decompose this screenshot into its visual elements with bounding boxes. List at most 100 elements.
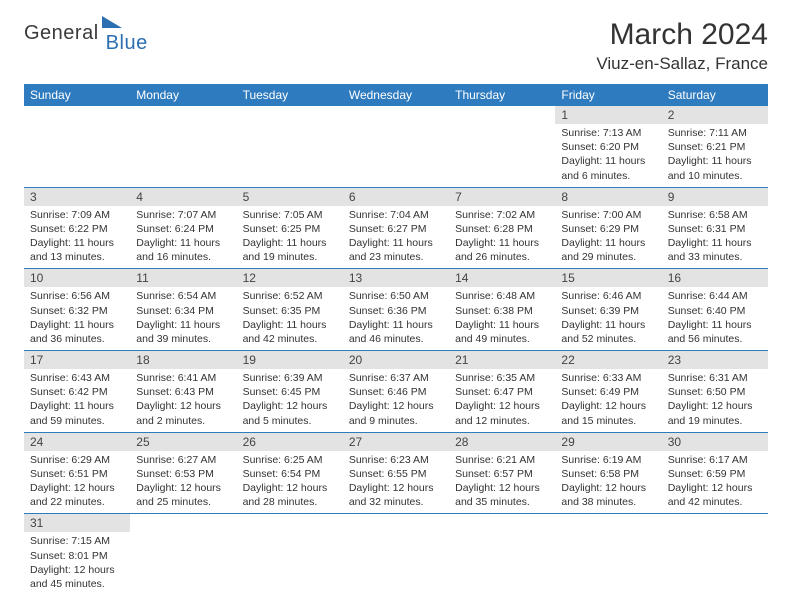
sunset: Sunset: 6:25 PM (243, 222, 337, 236)
daylight-line2: and 22 minutes. (30, 495, 124, 509)
sunrise: Sunrise: 6:48 AM (455, 289, 549, 303)
sunset: Sunset: 6:38 PM (455, 304, 549, 318)
sunrise: Sunrise: 6:19 AM (561, 453, 655, 467)
sunrise: Sunrise: 6:54 AM (136, 289, 230, 303)
sunrise: Sunrise: 7:04 AM (349, 208, 443, 222)
sunset: Sunset: 6:31 PM (668, 222, 762, 236)
sunset: Sunset: 6:24 PM (136, 222, 230, 236)
calendar-row: 31Sunrise: 7:15 AMSunset: 8:01 PMDayligh… (24, 514, 768, 595)
daylight-line2: and 38 minutes. (561, 495, 655, 509)
day-data: Sunrise: 6:19 AMSunset: 6:58 PMDaylight:… (555, 451, 661, 514)
calendar-cell: 11Sunrise: 6:54 AMSunset: 6:34 PMDayligh… (130, 269, 236, 351)
sunrise: Sunrise: 7:15 AM (30, 534, 124, 548)
sunrise: Sunrise: 6:27 AM (136, 453, 230, 467)
daylight-line2: and 49 minutes. (455, 332, 549, 346)
sunrise: Sunrise: 6:58 AM (668, 208, 762, 222)
brand-logo: General Blue (24, 22, 148, 45)
daylight-line1: Daylight: 11 hours (561, 154, 655, 168)
sunrise: Sunrise: 7:11 AM (668, 126, 762, 140)
sunset: Sunset: 6:20 PM (561, 140, 655, 154)
day-number: 24 (24, 433, 130, 451)
day-data: Sunrise: 6:48 AMSunset: 6:38 PMDaylight:… (449, 287, 555, 350)
calendar-cell: 10Sunrise: 6:56 AMSunset: 6:32 PMDayligh… (24, 269, 130, 351)
day-data: Sunrise: 6:43 AMSunset: 6:42 PMDaylight:… (24, 369, 130, 432)
daylight-line1: Daylight: 12 hours (136, 481, 230, 495)
calendar-cell: 22Sunrise: 6:33 AMSunset: 6:49 PMDayligh… (555, 351, 661, 433)
sunset: Sunset: 6:51 PM (30, 467, 124, 481)
calendar-cell-empty (237, 514, 343, 595)
sunset: Sunset: 6:59 PM (668, 467, 762, 481)
day-data: Sunrise: 6:33 AMSunset: 6:49 PMDaylight:… (555, 369, 661, 432)
calendar-cell-empty (130, 514, 236, 595)
daylight-line1: Daylight: 11 hours (30, 399, 124, 413)
sunrise: Sunrise: 7:02 AM (455, 208, 549, 222)
sunset: Sunset: 6:27 PM (349, 222, 443, 236)
calendar-cell-empty (449, 106, 555, 187)
day-data: Sunrise: 6:23 AMSunset: 6:55 PMDaylight:… (343, 451, 449, 514)
calendar-cell: 1Sunrise: 7:13 AMSunset: 6:20 PMDaylight… (555, 106, 661, 187)
day-data: Sunrise: 6:21 AMSunset: 6:57 PMDaylight:… (449, 451, 555, 514)
daylight-line2: and 42 minutes. (243, 332, 337, 346)
calendar-cell: 13Sunrise: 6:50 AMSunset: 6:36 PMDayligh… (343, 269, 449, 351)
sunrise: Sunrise: 6:41 AM (136, 371, 230, 385)
calendar-cell: 18Sunrise: 6:41 AMSunset: 6:43 PMDayligh… (130, 351, 236, 433)
daylight-line2: and 36 minutes. (30, 332, 124, 346)
daylight-line2: and 16 minutes. (136, 250, 230, 264)
daylight-line1: Daylight: 12 hours (455, 481, 549, 495)
daylight-line2: and 52 minutes. (561, 332, 655, 346)
daylight-line2: and 10 minutes. (668, 169, 762, 183)
calendar-cell: 25Sunrise: 6:27 AMSunset: 6:53 PMDayligh… (130, 432, 236, 514)
calendar-cell: 19Sunrise: 6:39 AMSunset: 6:45 PMDayligh… (237, 351, 343, 433)
day-number: 16 (662, 269, 768, 287)
day-data: Sunrise: 6:58 AMSunset: 6:31 PMDaylight:… (662, 206, 768, 269)
day-number: 8 (555, 188, 661, 206)
weekday-header: Wednesday (343, 84, 449, 106)
sunrise: Sunrise: 6:23 AM (349, 453, 443, 467)
day-data: Sunrise: 7:13 AMSunset: 6:20 PMDaylight:… (555, 124, 661, 187)
day-data: Sunrise: 6:52 AMSunset: 6:35 PMDaylight:… (237, 287, 343, 350)
daylight-line2: and 46 minutes. (349, 332, 443, 346)
day-number: 3 (24, 188, 130, 206)
calendar-cell: 5Sunrise: 7:05 AMSunset: 6:25 PMDaylight… (237, 187, 343, 269)
weekday-header-row: SundayMondayTuesdayWednesdayThursdayFrid… (24, 84, 768, 106)
daylight-line1: Daylight: 11 hours (30, 236, 124, 250)
daylight-line1: Daylight: 11 hours (243, 318, 337, 332)
calendar-cell: 9Sunrise: 6:58 AMSunset: 6:31 PMDaylight… (662, 187, 768, 269)
sunrise: Sunrise: 6:29 AM (30, 453, 124, 467)
daylight-line2: and 56 minutes. (668, 332, 762, 346)
day-data: Sunrise: 6:29 AMSunset: 6:51 PMDaylight:… (24, 451, 130, 514)
daylight-line1: Daylight: 12 hours (561, 481, 655, 495)
daylight-line1: Daylight: 12 hours (561, 399, 655, 413)
sunset: Sunset: 6:45 PM (243, 385, 337, 399)
sunrise: Sunrise: 6:43 AM (30, 371, 124, 385)
day-number: 25 (130, 433, 236, 451)
sunrise: Sunrise: 6:44 AM (668, 289, 762, 303)
daylight-line1: Daylight: 11 hours (136, 236, 230, 250)
header: General Blue March 2024 Viuz-en-Sallaz, … (24, 18, 768, 74)
daylight-line1: Daylight: 11 hours (668, 236, 762, 250)
sunrise: Sunrise: 6:52 AM (243, 289, 337, 303)
daylight-line1: Daylight: 11 hours (30, 318, 124, 332)
day-data: Sunrise: 7:05 AMSunset: 6:25 PMDaylight:… (237, 206, 343, 269)
daylight-line2: and 25 minutes. (136, 495, 230, 509)
sunset: Sunset: 6:46 PM (349, 385, 443, 399)
calendar-cell-empty (343, 514, 449, 595)
daylight-line1: Daylight: 11 hours (349, 236, 443, 250)
calendar-cell: 2Sunrise: 7:11 AMSunset: 6:21 PMDaylight… (662, 106, 768, 187)
calendar-row: 3Sunrise: 7:09 AMSunset: 6:22 PMDaylight… (24, 187, 768, 269)
daylight-line2: and 19 minutes. (668, 414, 762, 428)
weekday-header: Monday (130, 84, 236, 106)
daylight-line1: Daylight: 12 hours (349, 481, 443, 495)
calendar-cell-empty (130, 106, 236, 187)
calendar-body: 1Sunrise: 7:13 AMSunset: 6:20 PMDaylight… (24, 106, 768, 595)
day-number: 18 (130, 351, 236, 369)
day-number: 6 (343, 188, 449, 206)
sunset: Sunset: 6:39 PM (561, 304, 655, 318)
day-number: 13 (343, 269, 449, 287)
day-number: 7 (449, 188, 555, 206)
day-number: 2 (662, 106, 768, 124)
sunrise: Sunrise: 6:31 AM (668, 371, 762, 385)
sunset: Sunset: 6:57 PM (455, 467, 549, 481)
day-data: Sunrise: 6:46 AMSunset: 6:39 PMDaylight:… (555, 287, 661, 350)
daylight-line2: and 28 minutes. (243, 495, 337, 509)
